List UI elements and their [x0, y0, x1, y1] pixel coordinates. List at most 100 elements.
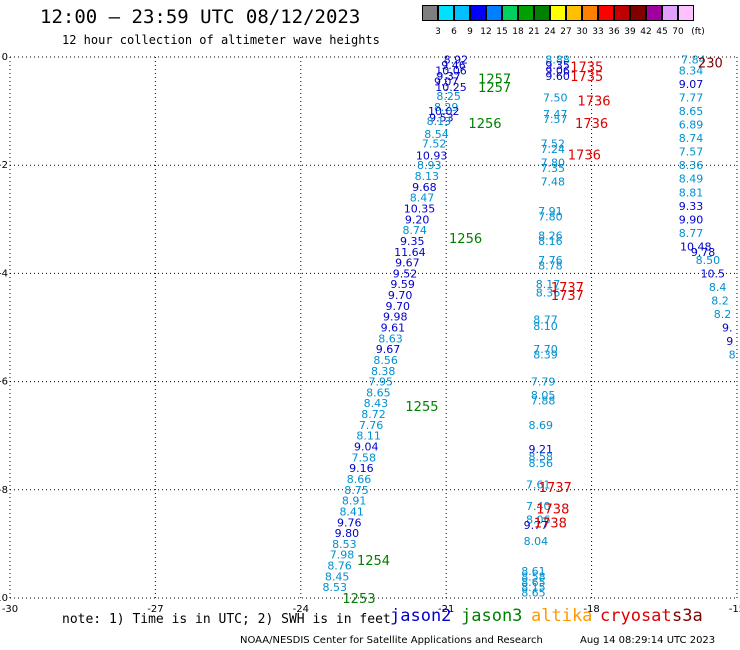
wave-height-label: 8.77 — [533, 313, 558, 326]
wave-height-label: 8.10 — [533, 320, 558, 333]
wave-height-label: 8.63 — [378, 332, 403, 345]
wave-height-label: 9.76 — [337, 516, 362, 529]
color-scale-cell — [614, 5, 630, 21]
pass-time-label: 1256 — [449, 232, 482, 247]
color-scale-cell — [598, 5, 614, 21]
satellite-cryosat-label: cryosat — [600, 606, 672, 626]
wave-height-label: 9.70 — [385, 300, 410, 313]
wave-height-label: 9.35 — [400, 235, 425, 248]
wave-height-label: 9.20 — [405, 213, 430, 226]
color-scale-unit: (ft) — [691, 27, 705, 37]
wave-height-label: 7.58 — [352, 451, 377, 464]
color-scale-label: 18 — [512, 27, 524, 37]
wave-height-label: 8.78 — [538, 259, 563, 272]
wave-height-label: 9.70 — [388, 289, 413, 302]
color-scale-cell — [486, 5, 502, 21]
wave-height-label: 8.75 — [344, 484, 369, 497]
wave-height-label: 7.48 — [541, 175, 566, 188]
wave-height-label: 8.66 — [347, 473, 372, 486]
color-scale-cell — [534, 5, 550, 21]
color-scale-label: 45 — [656, 27, 668, 37]
wave-height-label: 7.84 — [681, 54, 706, 67]
wave-height-label: 8.58 — [528, 450, 553, 463]
wave-height-label: 9 — [726, 335, 733, 348]
pass-time-label: 1256 — [468, 117, 501, 132]
wave-height-label: 9.90 — [679, 213, 704, 226]
pass-time-label: 1737 — [551, 289, 584, 304]
wave-height-label: 8.77 — [679, 227, 704, 240]
wave-height-label: 8.56 — [373, 354, 398, 367]
wave-height-label: 7.57 — [679, 146, 704, 159]
wave-height-label: 7.80 — [541, 156, 566, 169]
wave-height-label: 7.40 — [526, 500, 551, 513]
wave-height-label: 8.93 — [417, 159, 442, 172]
color-scale-label: 30 — [576, 27, 588, 37]
color-scale-cell — [566, 5, 582, 21]
wave-height-label: 9.68 — [412, 181, 437, 194]
pass-time-label: 1737 — [539, 481, 572, 496]
wave-height-label: 9.98 — [383, 311, 408, 324]
wave-height-label: 8.91 — [342, 495, 367, 508]
wave-height-label: 8.2 — [714, 308, 732, 321]
note-text: note: 1) Time is in UTC; 2) SWH is in fe… — [62, 612, 391, 627]
wave-height-label: 8.39 — [533, 349, 558, 362]
wave-height-label: 7.52 — [422, 138, 447, 151]
y-tick-label: -10 — [0, 593, 8, 604]
wave-height-label: 8.74 — [402, 224, 427, 237]
wave-height-label: 8.11 — [356, 430, 381, 443]
color-scale-label: 9 — [467, 27, 473, 37]
wave-height-label: 7.77 — [679, 92, 704, 105]
wave-height-label: 7.47 — [543, 108, 568, 121]
wave-height-label: 10.48 — [680, 240, 712, 253]
wave-height-label: 8.43 — [364, 397, 389, 410]
color-scale-cell — [502, 5, 518, 21]
wave-height-label: 9.35 — [545, 59, 570, 72]
pass-time-label: 1253 — [342, 592, 375, 607]
wave-height-label: 7.35 — [541, 162, 566, 175]
pass-time-label: 1738 — [536, 503, 569, 518]
pass-time-label: 1735 — [570, 70, 603, 85]
wave-height-label: 8.29 — [434, 101, 459, 114]
wave-height-label: 8.49 — [679, 173, 704, 186]
wave-height-label: 8.26 — [538, 230, 563, 243]
y-tick-label: -6 — [0, 377, 8, 388]
wave-height-label: 8.05 — [531, 389, 556, 402]
wave-height-label: 7.80 — [538, 211, 563, 224]
wave-height-label: 8.74 — [679, 132, 704, 145]
wave-height-label: 8.17 — [536, 278, 561, 291]
x-tick-label: -15 — [729, 604, 740, 615]
y-tick-label: -2 — [0, 160, 8, 171]
wave-height-label: 8.47 — [410, 192, 435, 205]
wave-height-label: 9.78 — [691, 246, 716, 259]
wave-height-label: 7.79 — [531, 376, 556, 389]
wave-height-label: 10.02 — [428, 105, 460, 118]
color-scale-cell — [662, 5, 678, 21]
wave-height-label: 7.95 — [369, 376, 394, 389]
x-tick-label: -30 — [2, 604, 18, 615]
pass-time-label: 1736 — [575, 117, 608, 132]
credit-text: NOAA/NESDIS Center for Satellite Applica… — [240, 635, 543, 646]
wave-height-label: 8.53 — [322, 581, 347, 594]
wave-height-label: 8.65 — [366, 386, 391, 399]
color-scale-label: 33 — [592, 27, 604, 37]
wave-height-label: 8.88 — [545, 54, 570, 67]
wave-height-label: 9.77 — [524, 519, 549, 532]
wave-height-label: 8.65 — [521, 587, 546, 600]
wave-height-label: 10.93 — [416, 149, 448, 162]
wave-height-label: 7.52 — [541, 138, 566, 151]
pass-time-label: 1736 — [568, 148, 601, 163]
wave-height-label: 8.34 — [679, 65, 704, 78]
wave-height-label: 9.07 — [679, 78, 704, 91]
wave-height-label: 10.35 — [404, 202, 436, 215]
color-scale-label: 3 — [435, 27, 441, 37]
pass-time-label: 1737 — [551, 281, 584, 296]
wave-height-label: 7.98 — [330, 549, 355, 562]
color-scale-label: 6 — [451, 27, 457, 37]
wave-height-label: 8.15 — [521, 581, 546, 594]
x-tick-label: -24 — [293, 604, 309, 615]
wave-height-label: 9.80 — [335, 527, 360, 540]
wave-height-label: 8 — [729, 349, 736, 362]
wave-height-label: 9.33 — [679, 200, 704, 213]
wave-height-label: 8.92 — [444, 54, 469, 67]
y-tick-label: -8 — [0, 485, 8, 496]
